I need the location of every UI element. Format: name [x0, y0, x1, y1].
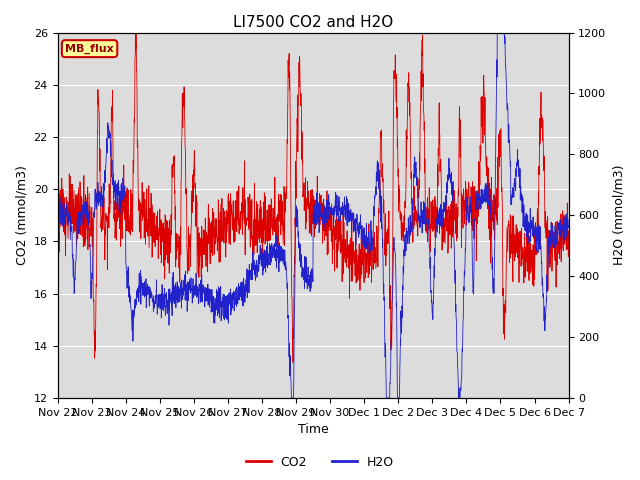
X-axis label: Time: Time: [298, 423, 328, 436]
Y-axis label: CO2 (mmol/m3): CO2 (mmol/m3): [15, 165, 28, 265]
Legend: CO2, H2O: CO2, H2O: [241, 451, 399, 474]
Y-axis label: H2O (mmol/m3): H2O (mmol/m3): [612, 165, 625, 265]
Title: LI7500 CO2 and H2O: LI7500 CO2 and H2O: [233, 15, 393, 30]
Text: MB_flux: MB_flux: [65, 44, 114, 54]
